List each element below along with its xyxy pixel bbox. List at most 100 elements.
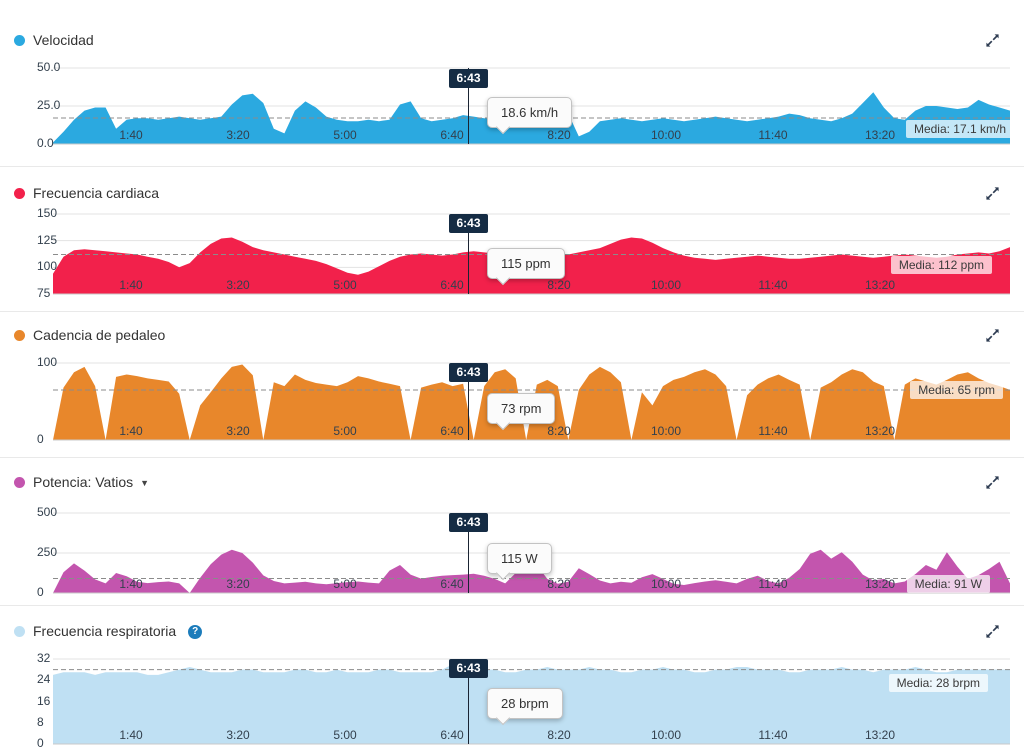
chart-title: Frecuencia respiratoria xyxy=(33,623,177,639)
x-axis-label: 6:40 xyxy=(440,128,464,142)
x-axis-label: 11:40 xyxy=(758,278,788,292)
x-axis-label: 5:00 xyxy=(333,424,357,438)
x-axis-label: 11:40 xyxy=(758,577,788,591)
area-chart[interactable] xyxy=(53,362,1010,442)
x-axis-label: 10:00 xyxy=(650,577,682,591)
y-axis-label: 0.0 xyxy=(37,136,54,150)
x-axis-label: 13:20 xyxy=(864,728,896,742)
legend-dot xyxy=(14,330,25,341)
y-axis-label: 0 xyxy=(37,585,44,599)
x-axis-label: 11:40 xyxy=(758,128,788,142)
chart-title: Cadencia de pedaleo xyxy=(33,327,166,343)
y-axis-label: 125 xyxy=(37,232,58,247)
chart-title: Frecuencia cardiaca xyxy=(33,185,160,201)
chart-module-velocidad: Velocidad 6:43 18.6 km/h Media: 17.1 km/… xyxy=(0,0,1024,167)
cursor-line xyxy=(468,214,469,294)
average-badge: Media: 65 rpm xyxy=(910,381,1003,399)
x-axis-label: 8:20 xyxy=(547,577,571,591)
chevron-down-icon[interactable]: ▼ xyxy=(140,477,150,488)
cursor-time-flag: 6:43 xyxy=(449,363,488,382)
x-axis-label: 13:20 xyxy=(864,424,896,438)
cursor-time-flag: 6:43 xyxy=(449,513,488,532)
x-axis-label: 10:00 xyxy=(650,424,682,438)
x-axis-label: 10:00 xyxy=(650,728,682,742)
x-axis-label: 3:20 xyxy=(226,577,250,591)
cursor-line xyxy=(468,659,469,744)
y-axis-label: 150 xyxy=(37,206,58,220)
x-axis-label: 8:20 xyxy=(547,728,571,742)
x-axis-label: 1:40 xyxy=(119,278,143,292)
x-axis-label: 13:20 xyxy=(864,577,896,591)
x-axis-label: 1:40 xyxy=(119,577,143,591)
y-axis-label: 25.0 xyxy=(37,98,61,112)
cursor-time-flag: 6:43 xyxy=(449,69,488,88)
expand-icon[interactable] xyxy=(985,624,1000,639)
x-axis-label: 8:20 xyxy=(547,278,571,292)
cursor-line xyxy=(468,363,469,440)
y-axis-label: 0 xyxy=(37,736,44,750)
x-axis-label: 8:20 xyxy=(547,128,571,142)
cursor-time-flag: 6:43 xyxy=(449,659,488,678)
value-tooltip: 73 rpm xyxy=(487,393,556,424)
x-axis-label: 13:20 xyxy=(864,278,896,292)
x-axis-label: 11:40 xyxy=(758,728,788,742)
chart-header: Potencia: Vatios ▼ xyxy=(0,475,1024,490)
x-axis-label: 10:00 xyxy=(650,278,682,292)
x-axis-label: 1:40 xyxy=(119,424,143,438)
chart-title: Velocidad xyxy=(33,32,94,48)
y-axis-label: 50.0 xyxy=(37,60,61,74)
chart-plot-area: 6:43 115 W Media: 91 W 500 250 0 1:40 3:20 5:… xyxy=(0,506,1024,599)
chart-module-respiratoria: Frecuencia respiratoria ? 6:43 28 brpm M… xyxy=(0,606,1024,752)
expand-icon[interactable] xyxy=(985,33,1000,48)
expand-icon[interactable] xyxy=(985,186,1000,201)
chart-module-cadencia: Cadencia de pedaleo 6:43 73 rpm Media: 6… xyxy=(0,312,1024,458)
chart-plot-area: 6:43 115 ppm Media: 112 ppm 150 125 100 75 1… xyxy=(0,207,1024,300)
x-axis-label: 5:00 xyxy=(333,278,357,292)
x-axis-label: 10:00 xyxy=(650,128,682,142)
cursor-line xyxy=(468,68,469,144)
chart-plot-area: 6:43 18.6 km/h Media: 17.1 km/h 50.0 25.0… xyxy=(0,61,1024,150)
x-axis-label: 6:40 xyxy=(440,278,464,292)
chart-header: Frecuencia cardiaca xyxy=(0,186,1024,201)
cursor-time-flag: 6:43 xyxy=(449,214,488,233)
x-axis-label: 6:40 xyxy=(440,424,464,438)
y-axis-label: 500 xyxy=(37,505,58,519)
y-axis-label: 8 xyxy=(37,714,44,729)
expand-icon[interactable] xyxy=(985,475,1000,490)
x-axis-label: 5:00 xyxy=(333,728,357,742)
x-axis-label: 6:40 xyxy=(440,728,464,742)
x-axis-label: 8:20 xyxy=(547,424,571,438)
x-axis-label: 11:40 xyxy=(758,424,788,438)
x-axis-label: 6:40 xyxy=(440,577,464,591)
x-axis-label: 5:00 xyxy=(333,577,357,591)
expand-icon[interactable] xyxy=(985,328,1000,343)
x-axis-label: 3:20 xyxy=(226,278,250,292)
chart-title: Potencia: Vatios xyxy=(33,474,134,490)
help-icon[interactable]: ? xyxy=(188,624,203,639)
chart-module-potencia: Potencia: Vatios ▼ 6:43 115 W Media: 91 … xyxy=(0,458,1024,606)
y-axis-label: 100 xyxy=(37,259,58,274)
y-axis-label: 250 xyxy=(37,545,58,559)
y-axis-label: 75 xyxy=(37,286,51,300)
area-series xyxy=(53,364,1010,440)
average-badge: Media: 28 brpm xyxy=(888,674,988,692)
y-axis-label: 100 xyxy=(37,355,58,369)
x-axis-label: 3:20 xyxy=(226,128,250,142)
value-tooltip: 28 brpm xyxy=(487,688,563,719)
average-badge: Media: 17.1 km/h xyxy=(905,120,1014,138)
chart-header: Frecuencia respiratoria ? xyxy=(0,624,1024,639)
chart-plot-area: 6:43 73 rpm Media: 65 rpm 100 0 1:40 3:20 5:… xyxy=(0,356,1024,446)
y-axis-label: 0 xyxy=(37,432,44,446)
average-badge: Media: 91 W xyxy=(906,575,990,593)
value-tooltip: 115 ppm xyxy=(487,248,565,279)
cursor-line xyxy=(468,513,469,593)
chart-header: Cadencia de pedaleo xyxy=(0,328,1024,343)
chart-plot-area: 6:43 28 brpm Media: 28 brpm 32 24 16 8 0 1:40… xyxy=(0,652,1024,750)
legend-dot xyxy=(14,188,25,199)
chart-header: Velocidad xyxy=(0,33,1024,48)
y-axis-label: 16 xyxy=(37,693,51,708)
area-chart[interactable] xyxy=(53,67,1010,146)
x-axis-label: 13:20 xyxy=(864,128,896,142)
y-axis-label: 32 xyxy=(37,651,51,665)
x-axis-label: 1:40 xyxy=(119,728,143,742)
